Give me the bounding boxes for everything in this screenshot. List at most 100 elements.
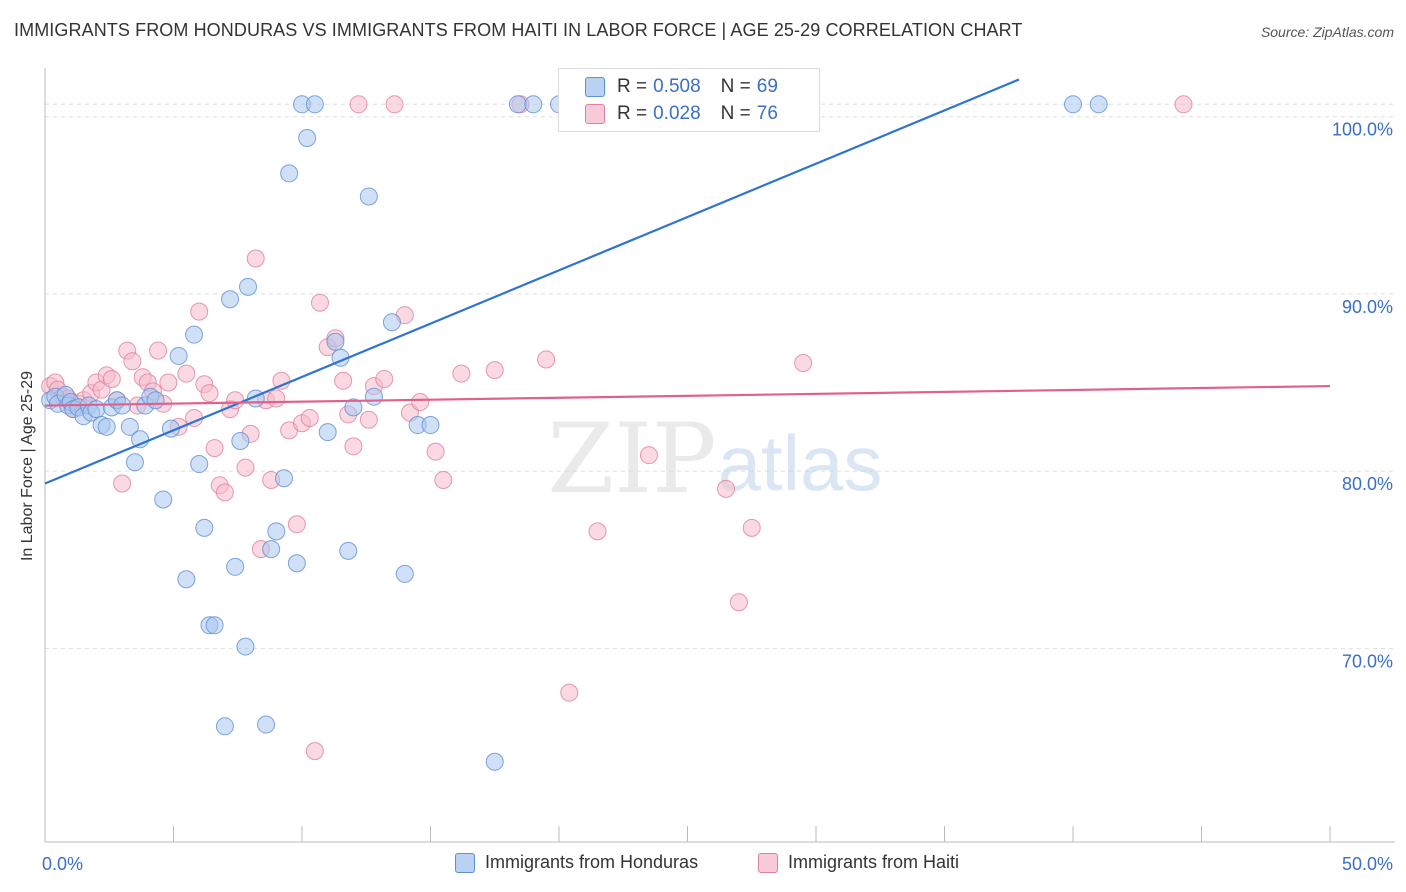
haiti-point xyxy=(1174,95,1193,114)
watermark: ZIP atlas xyxy=(547,403,882,515)
honduras-point xyxy=(421,416,440,435)
honduras-swatch xyxy=(585,77,605,97)
honduras-point xyxy=(364,387,383,406)
haiti-point xyxy=(717,479,736,498)
honduras-point xyxy=(339,541,358,560)
haiti-point xyxy=(305,742,324,761)
points-layer xyxy=(41,95,1193,771)
haiti-point xyxy=(344,437,363,456)
honduras-point xyxy=(257,715,276,734)
honduras-point xyxy=(508,95,527,114)
legend-item-honduras[interactable]: Immigrants from Honduras xyxy=(455,852,698,873)
haiti-point xyxy=(485,361,504,380)
haiti-point xyxy=(588,522,607,541)
haiti-point xyxy=(113,474,132,493)
x-tick-label-max: 50.0% xyxy=(1342,854,1393,874)
haiti-point xyxy=(215,483,234,502)
honduras-point xyxy=(125,453,144,472)
haiti-point xyxy=(639,446,658,465)
honduras-point xyxy=(262,540,281,559)
r-label: R = xyxy=(617,76,648,97)
haiti-point xyxy=(794,354,813,373)
haiti-point xyxy=(537,350,556,369)
tick-label-layer: 70.0% 80.0% 90.0% 100.0% 0.0% 50.0% xyxy=(42,120,1393,874)
haiti-point xyxy=(205,439,224,458)
haiti-swatch xyxy=(585,104,605,124)
axis-layer xyxy=(44,68,1395,843)
n-label: N = xyxy=(720,103,751,124)
haiti-point xyxy=(426,442,445,461)
n-value: 69 xyxy=(756,76,778,97)
legend-label-haiti: Immigrants from Haiti xyxy=(788,852,960,872)
honduras-point xyxy=(344,398,363,417)
haiti-point xyxy=(200,384,219,403)
haiti-point xyxy=(177,364,196,383)
honduras-trend-line xyxy=(44,78,1020,485)
honduras-point xyxy=(1089,95,1108,114)
honduras-point xyxy=(267,522,286,541)
haiti-point xyxy=(123,352,142,371)
haiti-point xyxy=(236,458,255,477)
honduras-point xyxy=(236,637,255,656)
honduras-point xyxy=(231,432,250,450)
stats-legend-row-honduras: R = 0.508 N = 69 xyxy=(585,75,778,99)
honduras-legend-swatch xyxy=(455,852,475,873)
honduras-point xyxy=(485,752,504,771)
honduras-point xyxy=(195,518,214,537)
honduras-point xyxy=(275,469,294,488)
legend-label-honduras: Immigrants from Honduras xyxy=(485,852,699,872)
honduras-point xyxy=(395,564,414,583)
source-label: Source: ZipAtlas.com xyxy=(1260,24,1394,40)
haiti-point xyxy=(287,515,306,534)
y-tick-label: 90.0% xyxy=(1342,297,1393,317)
stats-legend: R = 0.508 N = 69 R = 0.028 N = 76 xyxy=(558,68,820,132)
honduras-point xyxy=(239,277,258,296)
grid-layer xyxy=(45,103,1395,649)
y-tick-label: 70.0% xyxy=(1342,651,1393,671)
stats-legend-row-haiti: R = 0.028 N = 76 xyxy=(585,102,778,126)
haiti-point xyxy=(349,95,368,114)
haiti-point xyxy=(149,341,168,360)
honduras-point xyxy=(305,95,324,114)
haiti-point xyxy=(385,95,404,114)
haiti-point xyxy=(267,389,286,408)
honduras-point xyxy=(287,554,306,573)
haiti-trend-line xyxy=(44,384,1331,407)
honduras-point xyxy=(226,557,245,576)
haiti-point xyxy=(742,518,761,537)
honduras-point xyxy=(382,313,401,332)
haiti-point xyxy=(411,393,430,412)
honduras-point xyxy=(185,325,204,344)
legend-item-haiti[interactable]: Immigrants from Haiti xyxy=(758,852,959,873)
r-value: 0.028 xyxy=(653,103,701,124)
haiti-point xyxy=(729,593,748,612)
honduras-point xyxy=(205,616,224,635)
haiti-point xyxy=(434,470,453,489)
n-value: 76 xyxy=(756,103,778,124)
haiti-point xyxy=(375,369,394,388)
y-tick-label: 80.0% xyxy=(1342,474,1393,494)
haiti-point xyxy=(560,683,579,702)
haiti-legend-swatch xyxy=(758,852,778,873)
watermark-atlas: atlas xyxy=(718,419,883,507)
r-label: R = xyxy=(617,103,648,124)
haiti-point xyxy=(334,371,353,390)
honduras-point xyxy=(1064,95,1082,114)
honduras-point xyxy=(318,423,337,442)
haiti-point xyxy=(310,293,329,312)
honduras-point xyxy=(87,400,106,419)
honduras-point xyxy=(221,290,240,309)
honduras-point xyxy=(120,417,139,436)
haiti-point xyxy=(359,410,378,429)
r-value: 0.508 xyxy=(653,76,701,97)
haiti-point xyxy=(190,302,209,321)
haiti-point xyxy=(300,408,319,427)
n-label: N = xyxy=(720,76,751,97)
honduras-point xyxy=(154,490,173,509)
haiti-point xyxy=(452,364,471,383)
honduras-point xyxy=(190,455,209,474)
honduras-point xyxy=(169,346,188,365)
trend-layer xyxy=(44,78,1331,485)
haiti-point xyxy=(159,373,178,392)
